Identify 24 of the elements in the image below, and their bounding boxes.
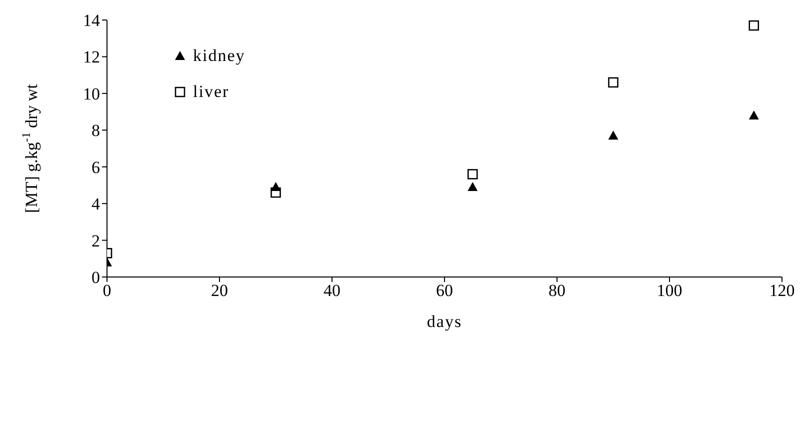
- point: [468, 182, 478, 192]
- y-tick-label: 4: [92, 194, 100, 214]
- x-tick-label: 40: [324, 281, 340, 300]
- x-tick-label: 100: [656, 281, 682, 300]
- x-tick-label: 120: [769, 281, 795, 300]
- legend-label: kidney: [193, 46, 246, 66]
- x-tick-label: 80: [548, 281, 566, 300]
- x-tick-label: 20: [211, 281, 228, 300]
- y-tick-label: 14: [83, 11, 100, 30]
- point: [608, 130, 618, 140]
- point: [270, 182, 281, 192]
- x-axis-title: days: [426, 312, 462, 331]
- point: [748, 20, 760, 31]
- legend-label: liver: [193, 82, 230, 102]
- point: [608, 77, 618, 88]
- y-tick-label: 6: [92, 158, 100, 177]
- point: [748, 110, 759, 120]
- y-tick-label: 0: [92, 268, 100, 288]
- y-tick-label: 8: [92, 121, 100, 140]
- point: [467, 169, 478, 180]
- y-tick-label: 2: [92, 231, 100, 250]
- x-tick-label: 60: [436, 281, 453, 300]
- y-tick-label: 12: [83, 48, 100, 67]
- y-tick-label: 10: [83, 84, 100, 104]
